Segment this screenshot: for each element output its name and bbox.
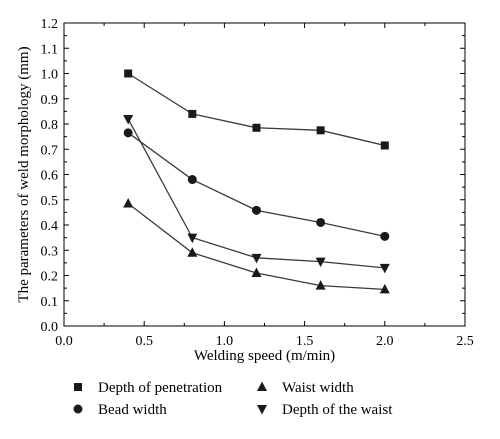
legend-marker-triangle-up — [257, 381, 267, 391]
x-tick-label: 2.0 — [376, 334, 394, 349]
y-tick-label: 0.0 — [41, 320, 59, 335]
y-tick-label: 0.2 — [41, 270, 59, 285]
plot-frame — [63, 22, 466, 327]
y-tick-label: 0.6 — [41, 169, 59, 184]
data-point-square — [316, 126, 325, 135]
data-point-triangle-down — [187, 233, 198, 244]
series-line-1 — [127, 72, 385, 147]
series-markers — [123, 69, 390, 294]
series-line-4 — [127, 118, 385, 269]
y-tick-label: 0.8 — [41, 118, 59, 133]
legend-marker-shape — [74, 383, 82, 391]
legend-label-depth-of-the-waist: Depth of the waist — [282, 402, 393, 418]
data-point-triangle-down — [315, 257, 326, 268]
legend: Depth of penetration Bead width Waist wi… — [73, 380, 393, 418]
data-point-triangle-down — [123, 114, 134, 125]
data-point-circle — [187, 175, 197, 185]
axes: 0.0 0.5 1.0 1.5 2.0 2.5 0.0 0.1 0.2 0.3 0.4 0.5 0.6 0… — [41, 17, 474, 349]
x-tick-label: 1.5 — [296, 334, 314, 349]
y-tick-label: 0.7 — [41, 143, 59, 158]
legend-marker-shape — [257, 405, 267, 415]
legend-marker-shape — [257, 381, 267, 391]
data-point-triangle-up — [187, 247, 198, 257]
legend-item-bead-width: Bead width — [73, 402, 167, 418]
data-point-circle — [316, 217, 326, 227]
legend-marker-triangle-down — [257, 405, 267, 415]
legend-label-bead-width: Bead width — [98, 402, 167, 418]
data-point-square — [188, 109, 197, 118]
y-tick-label: 1.0 — [41, 68, 59, 83]
y-tick-label: 1.2 — [41, 17, 59, 32]
legend-marker-shape — [73, 404, 83, 414]
legend-item-depth-of-penetration: Depth of penetration — [74, 380, 223, 396]
data-point-circle — [251, 205, 261, 215]
data-point-square — [380, 141, 389, 150]
y-tick-label: 0.4 — [41, 219, 59, 234]
legend-marker-circle — [73, 404, 83, 414]
x-tick-label: 2.5 — [456, 334, 474, 349]
legend-item-waist-width: Waist width — [257, 380, 354, 396]
data-point-triangle-down — [379, 263, 390, 274]
legend-item-depth-of-the-waist: Depth of the waist — [257, 402, 393, 418]
legend-marker-square — [74, 383, 82, 391]
legend-label-waist-width: Waist width — [282, 380, 354, 396]
data-point-triangle-up — [379, 283, 390, 294]
data-point-circle — [380, 231, 390, 241]
y-tick-label: 0.3 — [41, 244, 59, 259]
data-point-triangle-up — [251, 267, 262, 277]
data-point-triangle-down — [251, 253, 262, 264]
y-tick-label: 0.1 — [41, 295, 59, 310]
x-tick-label: 1.0 — [216, 334, 234, 349]
y-tick-label: 0.9 — [41, 93, 59, 108]
data-point-square — [124, 69, 133, 78]
x-axis-title: Welding speed (m/min) — [194, 348, 335, 364]
data-point-square — [252, 123, 261, 132]
data-point-triangle-up — [123, 198, 134, 208]
x-tick-label: 0.5 — [135, 334, 153, 349]
y-axis-title: The parameters of weld morphology (mm) — [16, 46, 32, 302]
series-line-2 — [127, 132, 385, 237]
y-tick-label: 0.5 — [41, 194, 59, 209]
data-point-circle — [123, 128, 133, 138]
x-tick-label: 0.0 — [55, 334, 73, 349]
legend-label-depth-of-penetration: Depth of penetration — [98, 380, 223, 396]
data-point-triangle-up — [315, 280, 326, 290]
y-tick-label: 1.1 — [41, 42, 59, 57]
